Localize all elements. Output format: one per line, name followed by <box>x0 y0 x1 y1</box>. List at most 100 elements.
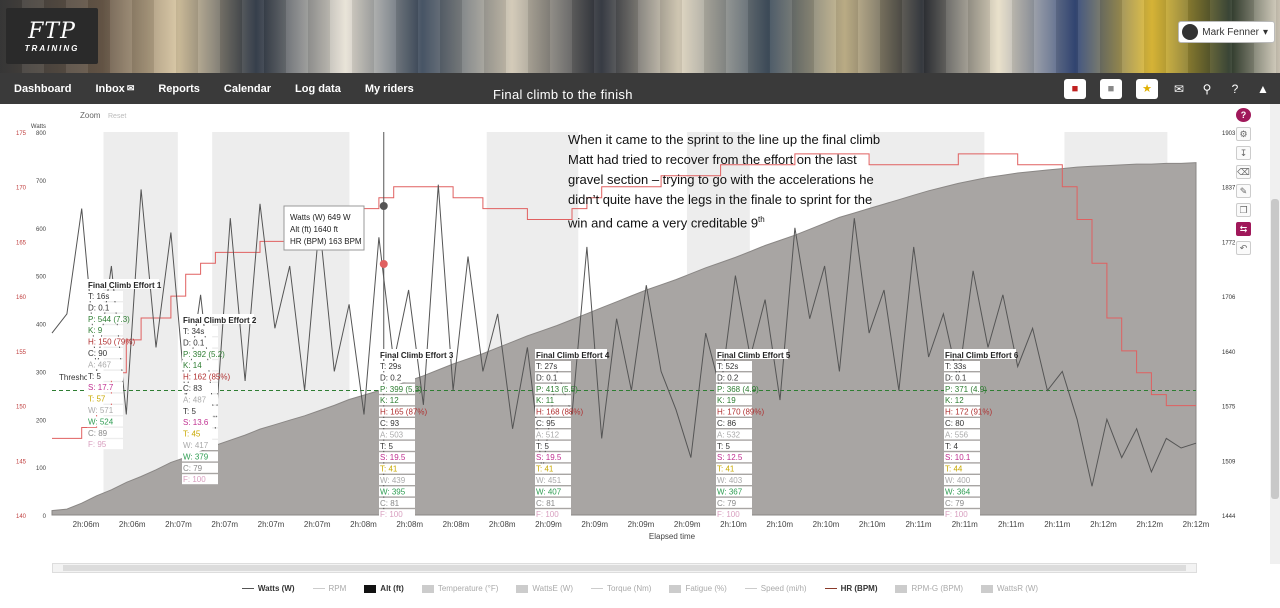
effort-stat: K: 9 <box>88 326 103 335</box>
effort-stat: W: 403 <box>717 476 743 485</box>
x-tick-label: 2h:09m <box>674 520 701 529</box>
x-tick-label: 2h:08m <box>350 520 377 529</box>
effort-stat: D: 0.1 <box>88 303 110 312</box>
help-icon[interactable]: ? <box>1231 81 1239 96</box>
app-logo[interactable]: FTP TRAINING <box>6 8 98 64</box>
scroll-thumb[interactable] <box>1271 199 1279 499</box>
collapse-icon[interactable]: ▲ <box>1257 81 1269 96</box>
effort-row-bg <box>379 486 415 497</box>
effort-row-bg <box>944 418 980 428</box>
effort-row-bg <box>535 361 571 371</box>
help-icon[interactable]: ? <box>1236 108 1251 122</box>
effort-row-bg <box>716 452 752 463</box>
jersey-star-icon[interactable]: ★ <box>1136 78 1158 99</box>
effort-row-bg <box>944 429 980 440</box>
legend-label: Fatigue (%) <box>685 584 727 593</box>
effort-stat: P: 413 (5.5) <box>536 385 578 394</box>
scroll-thumb[interactable] <box>63 565 1186 571</box>
x-tick-label: 2h:12m <box>1090 520 1117 529</box>
effort-stat: P: 399 (5.3) <box>380 385 422 394</box>
effort-row-bg <box>87 302 123 313</box>
banner-photo <box>0 0 1280 73</box>
effort-stat: C: 81 <box>536 499 556 508</box>
nav-my-riders[interactable]: My riders <box>351 73 424 104</box>
search-icon[interactable]: ⚲ <box>1202 81 1212 96</box>
nav-dashboard[interactable]: Dashboard <box>0 73 81 104</box>
x-tick-label: 2h:06m <box>73 520 100 529</box>
effort-label: Final Climb Effort 3 T: 29s D: 0.2 P: 399 (… <box>379 349 454 520</box>
user-menu[interactable]: Mark Fenner ▾ <box>1178 21 1275 43</box>
legend-item[interactable]: Fatigue (%) <box>669 584 727 593</box>
edit-icon[interactable]: ✎ <box>1236 184 1251 198</box>
nav-calendar[interactable]: Calendar <box>210 73 281 104</box>
x-tick-label: 2h:09m <box>628 520 655 529</box>
effort-stat: T: 57 <box>88 395 106 404</box>
effort-title-bg <box>182 314 254 324</box>
undo-icon[interactable]: ↶ <box>1236 241 1251 255</box>
nav-reports[interactable]: Reports <box>144 73 210 104</box>
legend-item[interactable]: Speed (mi/h) <box>744 584 807 593</box>
legend-item[interactable]: WattsR (W) <box>981 584 1038 593</box>
legend-item[interactable]: Temperature (°F) <box>421 584 499 593</box>
logo-subtitle: TRAINING <box>24 44 80 53</box>
swap-icon[interactable]: ⇆ <box>1236 222 1251 236</box>
legend-label: WattsR (W) <box>997 584 1039 593</box>
effort-stat: T: 5 <box>717 442 730 451</box>
x-tick-label: 2h:10m <box>720 520 747 529</box>
effort-title-bg <box>944 349 1016 359</box>
effort-row-bg <box>535 497 571 508</box>
horizontal-scrollbar[interactable] <box>52 563 1197 573</box>
effort-row-bg <box>535 463 571 474</box>
legend-swatch <box>241 588 254 589</box>
effort-stat: F: 100 <box>380 510 403 519</box>
copy-icon[interactable]: ❐ <box>1236 203 1251 217</box>
legend-item[interactable]: RPM <box>312 584 346 593</box>
hr-tick-label: 145 <box>16 459 27 465</box>
jersey-grey-icon[interactable]: ■ <box>1100 78 1122 99</box>
alt-tick-label: 1772 <box>1222 240 1236 246</box>
legend-item[interactable]: Watts (W) <box>241 584 295 593</box>
effort-stat: T: 34s <box>183 327 204 336</box>
effort-label: Final Climb Effort 1 T: 16s D: 0.1 P: 544 (… <box>87 279 162 450</box>
effort-stat: C: 81 <box>380 499 400 508</box>
effort-stat: P: 392 (5.2) <box>183 350 225 359</box>
jersey-red-icon[interactable]: ■ <box>1064 78 1086 99</box>
effort-stat: A: 467 <box>88 360 112 369</box>
vertical-scrollbar[interactable] <box>1270 104 1280 564</box>
workout-chart[interactable]: 0 100 200 300 400 500 600 700 800 140 145 150 155 160… <box>0 104 1280 603</box>
effort-stat: S: 19.5 <box>380 453 406 462</box>
delete-icon[interactable]: ⌫ <box>1236 165 1251 179</box>
effort-row-bg <box>944 406 980 417</box>
effort-row-bg <box>87 325 123 336</box>
nav-inbox[interactable]: Inbox ✉ <box>81 73 144 104</box>
watts-tick-label: 200 <box>36 418 47 424</box>
effort-title-bg <box>379 349 451 359</box>
x-tick-label: 2h:08m <box>443 520 470 529</box>
chevron-down-icon: ▾ <box>1262 26 1268 38</box>
legend-item[interactable]: HR (BPM) <box>824 584 877 593</box>
nav-log-data[interactable]: Log data <box>281 73 351 104</box>
effort-row-bg <box>379 383 415 394</box>
gear-icon[interactable]: ⚙ <box>1236 127 1251 141</box>
effort-row-bg <box>87 291 123 301</box>
legend-item[interactable]: Alt (ft) <box>364 584 404 593</box>
tooltip-line: Watts (W) 649 W <box>290 213 351 222</box>
legend-item[interactable]: RPM-G (BPM) <box>895 584 963 593</box>
legend-label: Watts (W) <box>257 584 295 593</box>
watts-line <box>51 184 1197 487</box>
effort-stat: C: 93 <box>380 419 400 428</box>
mail-icon[interactable]: ✉ <box>1173 81 1185 96</box>
legend-label: Temperature (°F) <box>437 584 499 593</box>
legend-item[interactable]: Torque (Nm) <box>590 584 651 593</box>
legend-item[interactable]: WattsE (W) <box>516 584 573 593</box>
effort-stat: P: 371 (4.9) <box>945 385 987 394</box>
effort-row-bg <box>379 452 415 463</box>
effort-row-bg <box>182 394 218 405</box>
nav-label: My riders <box>364 82 414 95</box>
watts-tick-label: 700 <box>36 179 47 185</box>
effort-row-bg <box>716 475 752 485</box>
download-icon[interactable]: ↧ <box>1236 146 1251 160</box>
effort-stat: F: 100 <box>183 475 206 484</box>
effort-row-bg <box>379 440 415 451</box>
effort-row-bg <box>182 462 218 473</box>
